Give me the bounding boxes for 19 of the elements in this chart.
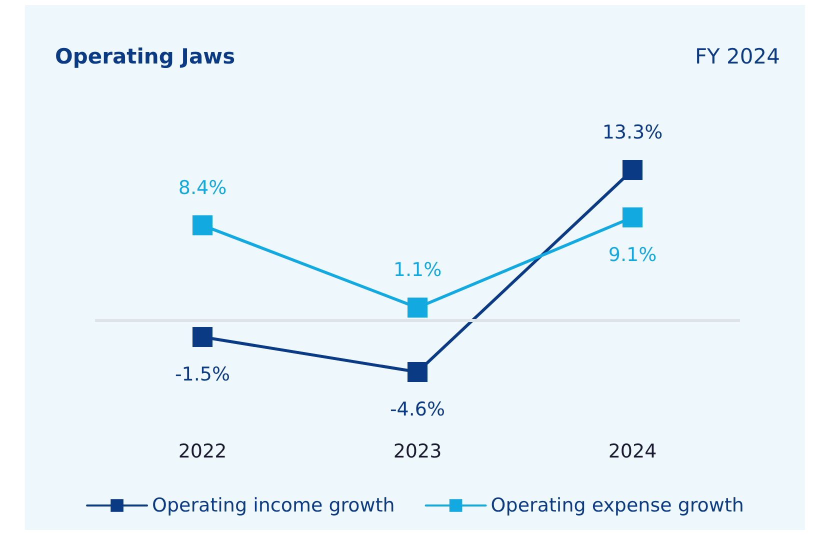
- point: [408, 362, 428, 382]
- point: [192, 215, 212, 236]
- data-label: 9.1%: [608, 244, 657, 266]
- x-tick-label: 2023: [393, 440, 442, 462]
- legend-label: Operating income growth: [152, 494, 395, 516]
- point: [192, 327, 212, 348]
- data-label: -1.5%: [174, 364, 230, 386]
- legend-label: Operating expense growth: [490, 494, 744, 516]
- chart-title: Operating Jaws: [55, 44, 236, 68]
- point: [408, 298, 428, 318]
- x-tick-label: 2022: [178, 440, 227, 462]
- data-label: 1.1%: [393, 259, 442, 282]
- data-label: 13.3%: [602, 122, 663, 144]
- data-label: -4.6%: [390, 398, 446, 420]
- data-label: 8.4%: [178, 176, 227, 199]
- x-tick-label: 2024: [608, 440, 657, 462]
- chart-subtitle: FY 2024: [694, 44, 780, 68]
- point: [622, 160, 642, 180]
- point: [622, 207, 642, 228]
